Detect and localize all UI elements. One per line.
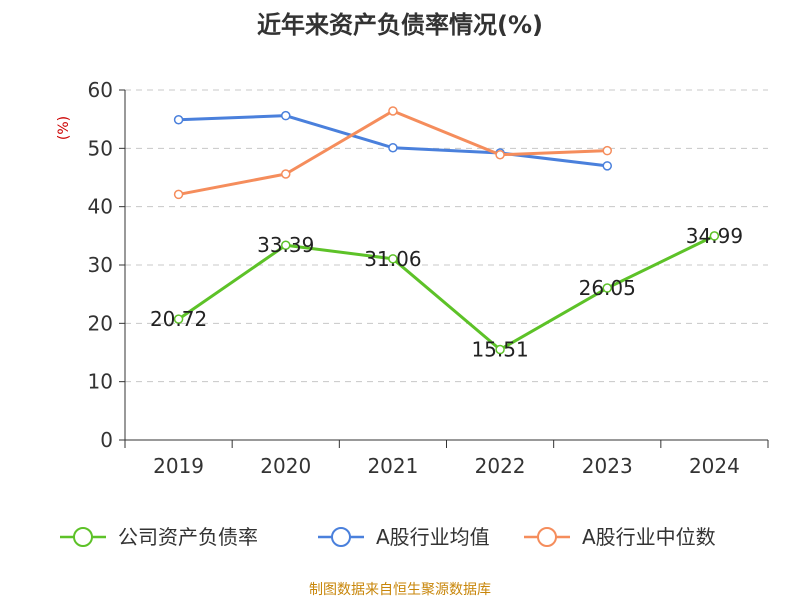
x-tick-label: 2024 bbox=[689, 454, 740, 478]
y-tick-label: 60 bbox=[88, 78, 113, 102]
data-labels: 20.72 33.39 31.06 15.51 26.05 34.99 bbox=[150, 224, 743, 362]
gridlines bbox=[125, 89, 768, 383]
data-label: 26.05 bbox=[579, 276, 636, 300]
data-point bbox=[388, 254, 398, 264]
data-point bbox=[709, 231, 720, 241]
data-point bbox=[173, 115, 184, 125]
y-tick-label: 50 bbox=[88, 136, 113, 160]
data-point bbox=[495, 150, 505, 160]
data-point bbox=[281, 240, 291, 250]
data-label: 34.99 bbox=[686, 224, 743, 248]
data-point bbox=[602, 161, 612, 171]
legend-label: 公司资产负债率 bbox=[118, 525, 258, 549]
x-tick-label: 2021 bbox=[367, 454, 418, 478]
legend-label: A股行业均值 bbox=[376, 525, 490, 549]
chart-title: 近年来资产负债率情况(%) bbox=[257, 11, 543, 39]
y-tick-label: 20 bbox=[88, 311, 113, 335]
data-point bbox=[602, 283, 612, 293]
data-label: 15.51 bbox=[471, 338, 528, 362]
y-tick-label: 30 bbox=[88, 253, 113, 277]
x-tick-label: 2019 bbox=[153, 454, 204, 478]
x-tick-labels: 2019 2020 2021 2022 2023 2024 bbox=[124, 440, 769, 478]
x-tick-label: 2023 bbox=[582, 454, 633, 478]
data-point bbox=[602, 145, 612, 156]
y-axis-unit-label: (%) bbox=[56, 116, 72, 140]
legend-marker bbox=[73, 527, 93, 547]
data-point bbox=[388, 106, 398, 116]
data-label: 31.06 bbox=[364, 247, 421, 271]
legend-marker bbox=[537, 527, 557, 547]
series-line bbox=[178, 109, 608, 196]
legend-label: A股行业中位数 bbox=[582, 525, 716, 549]
data-point bbox=[281, 169, 291, 179]
y-tick-label: 0 bbox=[100, 428, 113, 452]
series-line bbox=[178, 114, 608, 168]
x-tick-label: 2020 bbox=[260, 454, 311, 478]
series-lines bbox=[173, 106, 720, 355]
y-tick-label: 40 bbox=[88, 195, 113, 219]
y-tick-labels: 0 10 20 30 40 50 60 bbox=[88, 78, 125, 452]
series-line bbox=[177, 234, 716, 352]
data-label: 33.39 bbox=[257, 233, 314, 257]
source-footer: 制图数据来自恒生聚源数据库 bbox=[309, 582, 491, 598]
legend-marker bbox=[331, 527, 351, 547]
data-label: 20.72 bbox=[150, 307, 207, 331]
data-point bbox=[173, 189, 184, 200]
x-tick-label: 2022 bbox=[475, 454, 526, 478]
y-tick-label: 10 bbox=[88, 370, 113, 394]
data-point bbox=[281, 110, 291, 121]
data-point bbox=[173, 314, 184, 324]
data-point bbox=[388, 143, 398, 153]
legend: 公司资产负债率 A股行业均值 A股行业中位数 bbox=[60, 525, 716, 549]
data-point bbox=[495, 344, 505, 355]
